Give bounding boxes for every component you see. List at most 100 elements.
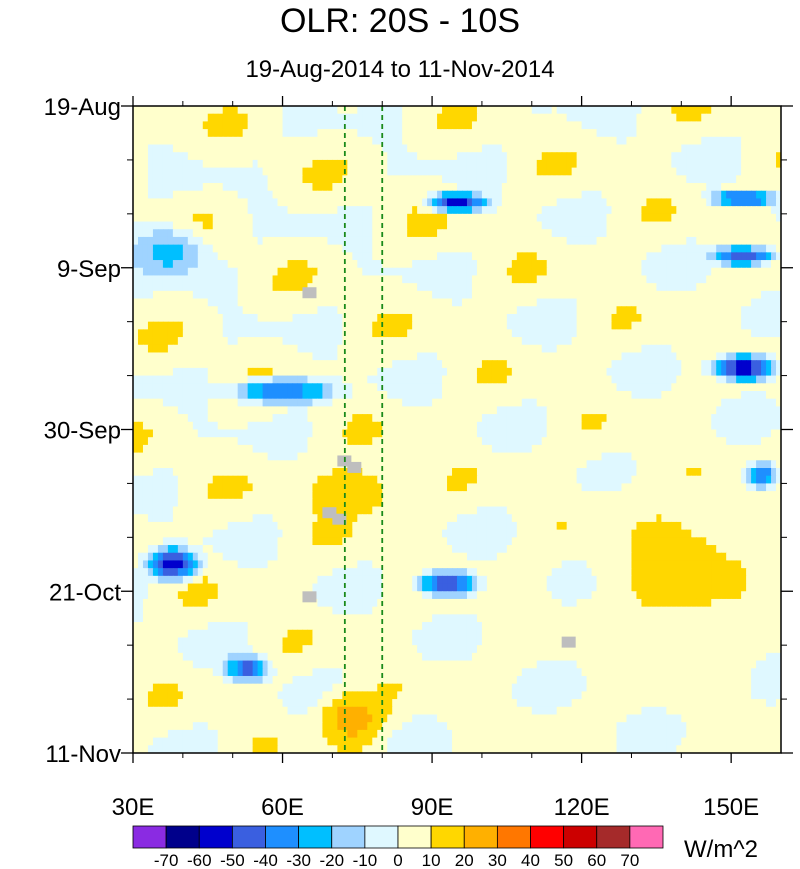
field-cell [162,221,169,230]
field-cell [556,152,563,161]
field-cell [761,144,767,153]
field-cell [272,229,279,238]
field-cell [616,136,623,146]
field-cell [776,267,781,277]
field-cell [656,198,662,207]
field-cell [746,260,752,269]
field-cell [312,183,319,192]
field-cell [172,344,179,354]
field-cell [766,159,772,169]
field-cell [357,183,363,192]
field-cell [247,375,254,384]
field-cell [671,206,677,215]
field-cell [551,290,558,300]
field-cell [262,144,269,153]
field-cell [397,329,403,338]
field-cell [432,244,438,253]
field-cell [581,144,588,153]
field-cell [167,313,174,323]
field-cell [362,306,368,315]
field-cell [352,129,358,138]
field-cell [287,344,294,354]
field-cell [322,290,328,300]
field-cell [352,144,358,153]
field-cell [372,113,378,122]
field-cell [157,329,164,338]
field-cell [152,337,159,346]
field-cell [521,352,528,361]
field-cell [242,159,249,169]
field-cell [257,360,264,369]
field-cell [646,283,652,292]
field-cell [407,290,413,300]
field-cell [651,360,657,369]
field-cell [342,198,348,207]
field-cell [576,244,583,253]
field-cell [686,152,692,161]
field-cell [586,383,593,392]
field-cell [237,206,244,215]
field-cell [756,167,762,176]
field-cell [232,352,239,361]
field-cell [172,229,179,238]
field-cell [546,344,553,354]
field-cell [631,375,638,384]
field-cell [771,329,777,338]
field-cell [322,190,328,200]
field-cell [187,244,194,253]
field-cell [716,221,722,230]
field-cell [691,106,697,115]
field-cell [541,275,548,284]
field-cell [546,252,553,261]
field-cell [352,398,358,407]
field-cell [337,267,343,277]
field-cell [496,175,503,184]
field-cell [392,136,398,146]
field-cell [227,360,234,369]
field-cell [162,352,169,361]
field-cell [596,159,603,169]
field-cell [252,383,259,392]
field-cell [432,321,438,330]
field-cell [452,206,458,215]
field-cell [207,298,214,307]
field-cell [427,175,433,184]
field-cell [307,121,314,130]
field-cell [706,329,712,338]
field-cell [302,213,309,223]
field-cell [292,229,299,238]
field-cell [641,337,648,346]
field-cell [486,290,493,300]
field-cell [272,213,279,223]
field-cell [432,383,438,392]
field-cell [347,390,353,400]
field-cell [227,313,234,323]
field-cell [591,152,598,161]
field-cell [227,260,234,269]
field-cell [671,275,677,284]
field-cell [202,344,209,354]
field-cell [581,344,588,354]
field-cell [516,159,523,169]
field-cell [177,375,184,384]
field-cell [262,206,269,215]
field-cell [641,136,648,146]
field-cell [347,106,353,115]
field-cell [486,275,493,284]
field-cell [486,260,493,269]
field-cell [297,275,304,284]
field-cell [631,190,638,200]
field-cell [601,183,608,192]
field-cell [621,121,628,130]
field-cell [377,329,383,338]
field-cell [137,152,144,161]
field-cell [297,375,304,384]
field-cell [322,159,328,169]
field-cell [606,113,613,122]
field-cell [202,159,209,169]
field-cell [481,337,488,346]
field-cell [671,390,677,400]
field-cell [397,152,403,161]
field-cell [197,167,204,176]
field-cell [611,283,618,292]
